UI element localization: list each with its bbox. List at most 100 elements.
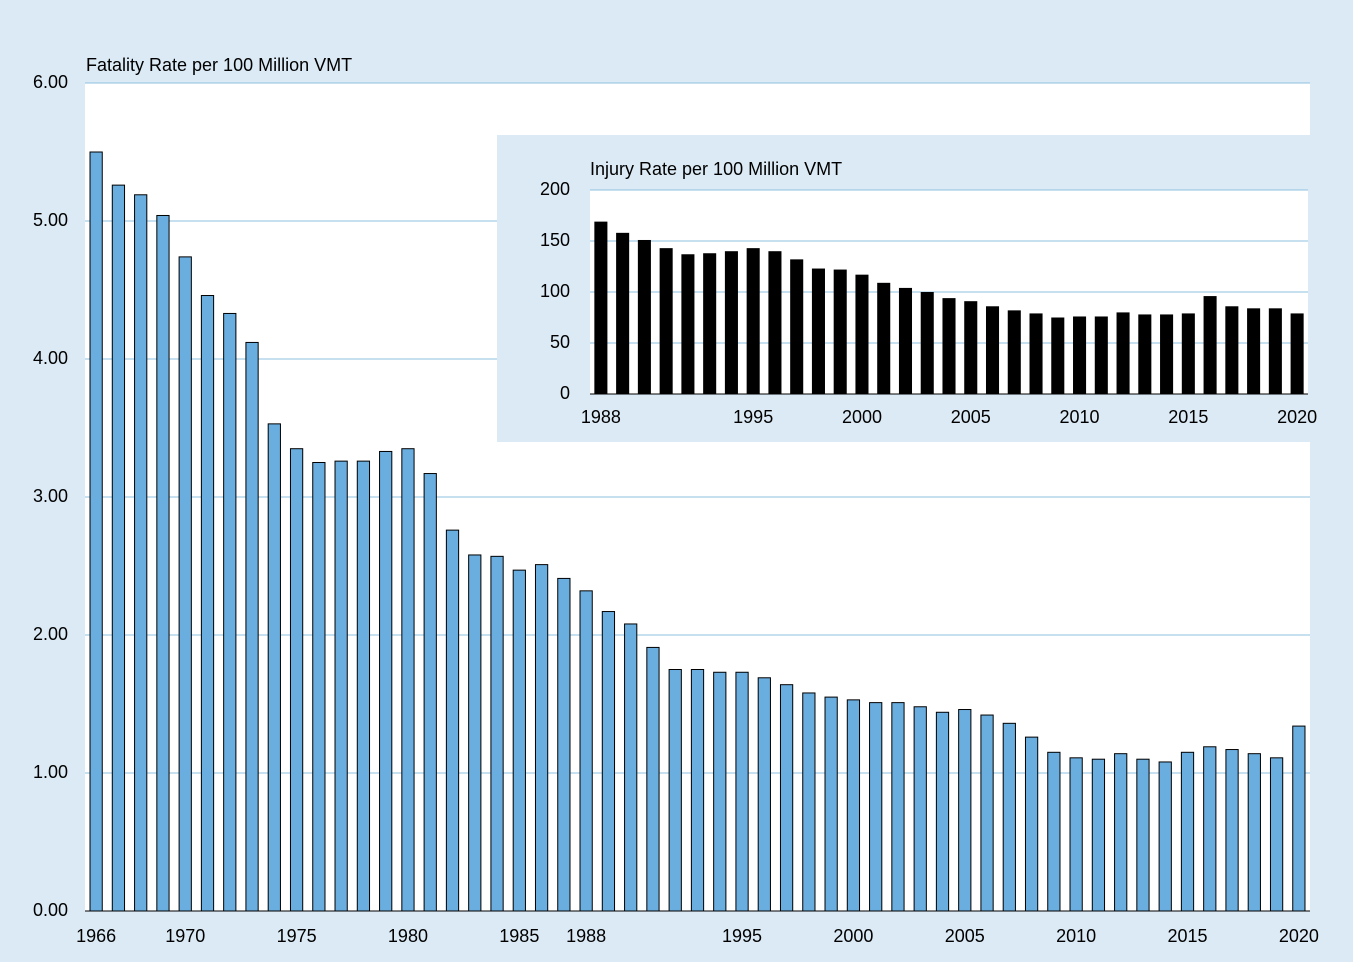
bar xyxy=(980,714,994,912)
y-tick-label: 1.00 xyxy=(33,762,68,782)
x-tick-label: 1988 xyxy=(566,926,606,946)
bar xyxy=(833,269,847,394)
bar xyxy=(1091,758,1106,912)
bar xyxy=(713,671,727,912)
bar xyxy=(802,692,816,912)
x-tick-label: 1966 xyxy=(76,926,116,946)
bar xyxy=(690,669,705,912)
bar xyxy=(156,214,170,912)
bar xyxy=(869,702,883,912)
bar xyxy=(1047,751,1061,912)
bar xyxy=(1051,317,1065,394)
bar xyxy=(757,677,771,912)
bar xyxy=(312,462,326,912)
bar xyxy=(1180,751,1195,912)
bar xyxy=(624,623,638,912)
bar xyxy=(1007,310,1021,394)
x-tick-label: 1995 xyxy=(722,926,762,946)
x-tick-label: 1995 xyxy=(733,407,773,427)
bar xyxy=(356,460,371,912)
y-tick-label: 200 xyxy=(540,179,570,199)
bar xyxy=(178,256,192,912)
y-tick-label: 150 xyxy=(540,230,570,250)
bar xyxy=(1069,757,1083,912)
bar xyxy=(935,711,950,912)
bar xyxy=(811,268,825,394)
x-tick-label: 1980 xyxy=(388,926,428,946)
bar xyxy=(1116,312,1130,394)
bar xyxy=(637,239,651,394)
bar xyxy=(134,194,148,912)
bar xyxy=(557,577,571,912)
x-tick-label: 1970 xyxy=(165,926,205,946)
bar xyxy=(1203,296,1217,394)
bar xyxy=(334,460,348,912)
bar xyxy=(920,292,934,394)
bar xyxy=(468,554,482,912)
chart-title: Injury Rate per 100 Million VMT xyxy=(590,159,842,179)
bar xyxy=(1114,753,1128,912)
bar xyxy=(891,702,905,912)
bar xyxy=(985,306,1000,394)
bar xyxy=(1292,725,1306,912)
bar xyxy=(289,448,304,912)
y-tick-label: 100 xyxy=(540,281,570,301)
bar xyxy=(1073,316,1087,394)
bar xyxy=(898,287,913,394)
bar xyxy=(1247,308,1261,394)
bar xyxy=(512,569,526,912)
x-tick-label: 1988 xyxy=(581,407,621,427)
bar xyxy=(1225,749,1239,912)
bar xyxy=(746,248,760,394)
bar xyxy=(958,709,972,912)
bar xyxy=(1094,316,1108,394)
bar xyxy=(724,251,738,394)
bar xyxy=(703,253,717,394)
bar xyxy=(1203,746,1217,912)
bar xyxy=(401,448,415,912)
bar xyxy=(534,564,549,912)
bar xyxy=(445,529,460,912)
y-tick-label: 50 xyxy=(550,332,570,352)
x-tick-label: 2015 xyxy=(1168,407,1208,427)
bar xyxy=(790,259,804,394)
x-tick-label: 2020 xyxy=(1279,926,1319,946)
bar xyxy=(1225,306,1239,394)
bar xyxy=(579,590,593,912)
bar xyxy=(1290,313,1304,394)
bar xyxy=(659,248,673,394)
bar xyxy=(1029,313,1043,394)
x-tick-label: 1975 xyxy=(277,926,317,946)
bar xyxy=(1138,314,1152,394)
bar xyxy=(668,669,682,912)
bar xyxy=(1158,761,1172,912)
bar xyxy=(1181,313,1195,394)
bar xyxy=(1269,757,1284,912)
bar xyxy=(89,151,103,912)
y-tick-label: 0.00 xyxy=(33,900,68,920)
bar xyxy=(245,341,259,912)
y-tick-label: 2.00 xyxy=(33,624,68,644)
bar xyxy=(846,699,861,912)
x-tick-label: 1985 xyxy=(499,926,539,946)
bar xyxy=(877,282,891,394)
x-tick-label: 2010 xyxy=(1056,926,1096,946)
x-tick-label: 2020 xyxy=(1277,407,1317,427)
bar xyxy=(1024,736,1039,912)
bar xyxy=(1002,722,1016,912)
bar xyxy=(964,301,978,394)
bar xyxy=(768,251,782,394)
x-tick-label: 2000 xyxy=(842,407,882,427)
y-tick-label: 4.00 xyxy=(33,348,68,368)
y-tick-label: 5.00 xyxy=(33,210,68,230)
bar xyxy=(942,298,956,394)
x-tick-label: 2000 xyxy=(833,926,873,946)
bar xyxy=(200,295,215,912)
bar xyxy=(379,450,393,912)
bar xyxy=(594,221,608,394)
bar xyxy=(913,706,927,912)
bar xyxy=(855,274,869,394)
bar xyxy=(735,671,749,912)
bar xyxy=(111,184,126,912)
